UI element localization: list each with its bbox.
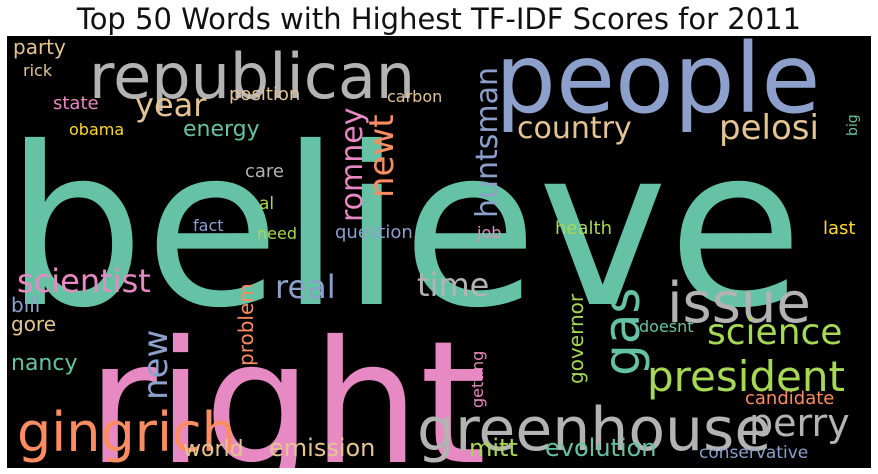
word-party: party: [13, 36, 66, 59]
word-governor: governor: [564, 293, 588, 384]
word-mitt: mitt: [469, 434, 518, 462]
word-new: new: [136, 330, 176, 400]
word-real: real: [275, 268, 336, 306]
word-health: health: [555, 218, 612, 239]
word-president: president: [647, 352, 845, 401]
word-scientist: scientist: [17, 262, 151, 300]
word-last: last: [823, 218, 855, 239]
word-gas: gas: [593, 288, 651, 376]
word-fact: fact: [193, 216, 224, 235]
word-conservative: conservative: [699, 443, 808, 463]
chart-title: Top 50 Words with Highest TF-IDF Scores …: [76, 2, 802, 36]
word-gingrich: gingrich: [17, 401, 236, 464]
word-people: people: [495, 36, 820, 135]
word-emission: emission: [269, 434, 375, 462]
word-care: care: [245, 161, 284, 182]
word-state: state: [53, 93, 99, 114]
word-job: job: [476, 223, 501, 242]
word-pelosi: pelosi: [719, 108, 819, 148]
word-right: right: [87, 305, 486, 468]
word-year: year: [135, 86, 207, 124]
word-newt: newt: [362, 114, 402, 198]
word-problem: problem: [234, 283, 258, 366]
word-al: al: [259, 194, 274, 214]
word-getting: getting: [468, 351, 487, 408]
word-science: science: [707, 312, 842, 353]
word-candidate: candidate: [745, 388, 834, 409]
word-believe: believe: [7, 100, 803, 356]
word-obama: obama: [69, 120, 124, 139]
word-republican: republican: [89, 40, 415, 113]
word-gore: gore: [11, 312, 56, 336]
word-issue: issue: [667, 271, 811, 336]
word-country: country: [517, 111, 632, 146]
word-world: world: [183, 437, 244, 462]
word-nancy: nancy: [11, 351, 77, 376]
word-time: time: [417, 266, 489, 304]
word-huntsman: huntsman: [470, 67, 505, 218]
word-carbon: carbon: [387, 87, 442, 106]
word-energy: energy: [183, 117, 260, 142]
word-rick: rick: [23, 61, 53, 80]
word-doesnt: doesnt: [639, 317, 694, 336]
word-position: position: [229, 84, 300, 105]
word-evolution: evolution: [545, 434, 657, 462]
word-need: need: [257, 224, 297, 243]
word-greenhouse: greenhouse: [417, 395, 771, 465]
word-romney: romney: [335, 108, 370, 222]
word-big: big: [845, 114, 861, 136]
word-perry: perry: [749, 401, 850, 445]
word-question: question: [335, 222, 413, 243]
word-bill: bill: [11, 293, 40, 317]
cloud-background: [7, 36, 871, 468]
